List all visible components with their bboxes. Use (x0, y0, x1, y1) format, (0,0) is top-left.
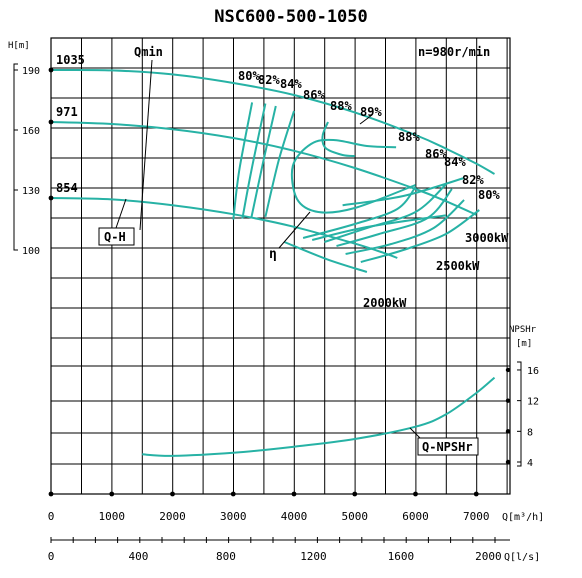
efficiency-label: 80% (478, 188, 500, 202)
npsh-label-box (417, 437, 479, 456)
qmin-label: Qmin (134, 45, 163, 59)
efficiency-label: 89% (360, 105, 382, 119)
npsh-axis-dot (505, 429, 511, 434)
qmin-leader (139, 59, 153, 231)
head-axis-unit: H[m] (8, 41, 30, 51)
efficiency-label: 86% (303, 88, 325, 102)
efficiency-line-left (232, 102, 254, 220)
efficiency-label: 84% (444, 155, 466, 169)
x-tick-label-m3h: 5000 (342, 510, 369, 523)
x-axis-dot (473, 491, 479, 497)
x-axis-unit-m3h: Q[m³/h] (502, 512, 544, 523)
efficiency-label: 82% (462, 173, 484, 187)
impeller-diameter-label: 854 (56, 181, 78, 195)
qh-label: Q-H (104, 230, 126, 244)
impeller-diameter-label: 971 (56, 105, 78, 119)
x-axis-dot (291, 491, 297, 497)
efficiency-label: 80% (238, 69, 260, 83)
qh-curve-854 (50, 197, 398, 259)
efficiency-line-left (241, 103, 267, 219)
x-tick-label-ls: 1200 (300, 550, 327, 563)
plot-frame (50, 37, 511, 495)
efficiency-line-right (360, 209, 480, 263)
grid (50, 37, 511, 495)
head-tick-label: 100 (22, 246, 40, 257)
x-tick-label-m3h: 6000 (402, 510, 429, 523)
x-tick-label-m3h: 0 (48, 510, 55, 523)
efficiency-line-right (324, 183, 447, 243)
x-tick-label-ls: 400 (129, 550, 149, 563)
npsh-tick-label: 16 (527, 366, 539, 377)
chart-title: NSC600-500-1050 (214, 7, 368, 27)
x-tick-label-m3h: 1000 (99, 510, 126, 523)
efficiency-loop (290, 138, 416, 214)
labels: NSC600-500-1050n=980r/minH[m]10013016019… (8, 7, 544, 563)
efficiency-label: 84% (280, 77, 302, 91)
npsh-tick-label: 4 (527, 458, 533, 469)
head-axis-line (13, 63, 18, 251)
x-axis-dot (48, 491, 54, 497)
eta-leader (278, 211, 311, 249)
qh-curve-1035 (50, 68, 495, 175)
npsh-axis-line (517, 361, 522, 467)
x-axis-dot (352, 491, 358, 497)
x-tick-label-m3h: 3000 (220, 510, 247, 523)
efficiency-line-right (336, 188, 453, 247)
impeller-diameter-label: 1035 (56, 53, 85, 67)
power-label: 2000kW (363, 296, 407, 310)
power-label: 2500kW (436, 259, 480, 273)
npsh-axis-dot (505, 459, 511, 465)
npsh-tick-label: 8 (527, 427, 533, 438)
diameter-dot (48, 195, 54, 201)
npsh-axis-unit: NPSHr (509, 325, 537, 335)
efficiency-line-right (345, 199, 465, 255)
x-axis-dot (170, 491, 175, 497)
speed-label: n=980r/min (418, 45, 490, 59)
x-tick-label-m3h: 7000 (463, 510, 490, 523)
x-tick-label-ls: 2000 (475, 550, 502, 563)
x-tick-label-ls: 800 (216, 550, 236, 563)
x-axis-dot (413, 491, 418, 497)
diameter-dot (48, 119, 54, 125)
npsh-label: Q-NPSHr (422, 440, 473, 454)
x-tick-label-m3h: 2000 (159, 510, 186, 523)
eff89-leader (359, 114, 373, 125)
efficiency-label: 88% (398, 130, 420, 144)
npsh-axis-dot (505, 367, 511, 373)
efficiency-line-left (264, 110, 295, 218)
x-axis-dot (230, 491, 236, 497)
head-tick-label: 160 (22, 126, 40, 137)
power-line (311, 214, 447, 241)
head-tick-label: 190 (22, 66, 40, 77)
x-tick-label-m3h: 4000 (281, 510, 308, 523)
power-line (342, 177, 465, 207)
npsh-axis-unit-sub: [m] (516, 339, 532, 349)
npsh-leader (409, 427, 421, 439)
qh-curve-971 (50, 121, 477, 216)
efficiency-label: 86% (425, 147, 447, 161)
efficiency-line-right (302, 186, 417, 239)
npsh-tick-label: 12 (527, 397, 539, 408)
efficiency-loop (321, 121, 355, 157)
efficiency-line-left (250, 105, 277, 218)
efficiency-label: 82% (258, 73, 280, 87)
head-tick-label: 130 (22, 186, 40, 197)
eta-label: η (269, 247, 277, 262)
x-tick-label-ls: 1600 (388, 550, 415, 563)
efficiency-label: 88% (330, 99, 352, 113)
qh-leader (115, 198, 127, 229)
x-axis-dot (109, 491, 115, 497)
x-tick-label-ls: 0 (48, 550, 55, 563)
npshr-curve (142, 376, 496, 457)
npsh-axis-dot (505, 398, 511, 403)
diameter-dot (48, 67, 54, 73)
power-line (283, 241, 368, 273)
curves (50, 68, 496, 457)
power-label: 3000kW (465, 231, 509, 245)
x-axis-unit-ls: Q[l/s] (504, 552, 540, 563)
